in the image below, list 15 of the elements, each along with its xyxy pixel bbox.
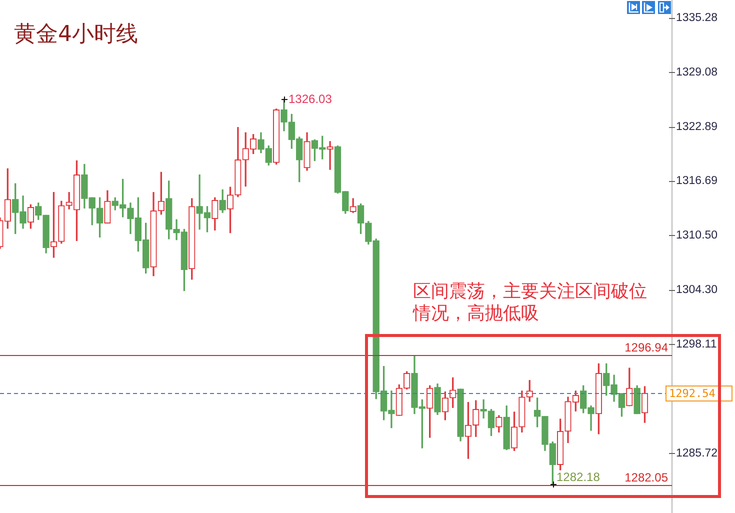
y-tick-label: 1285.72 <box>676 447 718 460</box>
ref-line-label: 1292.54 <box>669 386 716 400</box>
text: 黄金4小时线 <box>14 21 138 49</box>
y-tick-label: 1316.69 <box>676 175 718 188</box>
annotation: 1282.18 <box>556 470 600 484</box>
annotation: 区间震荡，主要关注区间破位情况，高抛低吸 <box>413 281 648 325</box>
annotation: 1326.03 <box>288 92 332 106</box>
ref-line-label: 1282.05 <box>624 470 668 484</box>
ref-line-label: 1296.94 <box>624 340 668 354</box>
y-tick-label: 1329.08 <box>676 66 718 78</box>
y-tick-label: 1310.50 <box>676 230 718 242</box>
y-tick-label: 1304.30 <box>676 284 718 296</box>
y-tick-label: 1298.11 <box>676 338 717 350</box>
y-tick-label: 1335.28 <box>676 12 718 24</box>
y-tick-label: 1322.89 <box>676 120 718 133</box>
